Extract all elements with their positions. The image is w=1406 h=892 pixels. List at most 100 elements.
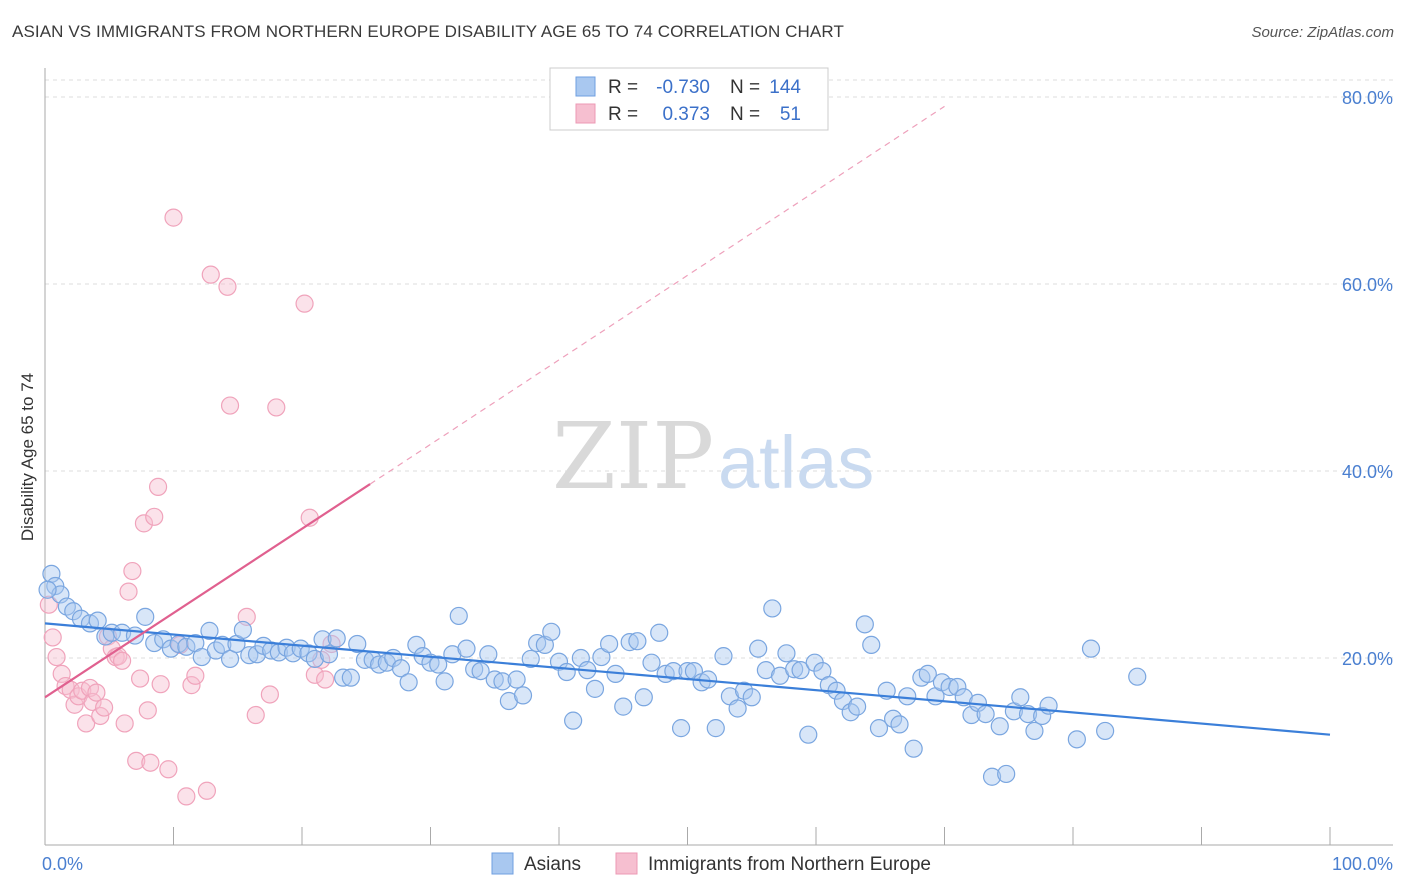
asians-point (918, 664, 937, 683)
immigrants-point (119, 582, 138, 601)
axes (44, 68, 1393, 846)
immigrants-point (220, 396, 240, 415)
asians-point (1081, 639, 1101, 658)
asians-point (634, 688, 653, 707)
asians-point (233, 620, 252, 640)
asians-point (542, 622, 561, 641)
asians-point (220, 649, 240, 669)
legend-n-value-1: 144 (769, 77, 801, 98)
asians-point (742, 688, 761, 707)
y-tick-label: 80.0% (1342, 88, 1393, 108)
asians-point (145, 633, 164, 653)
immigrants-point (218, 277, 237, 296)
asians-point (1011, 688, 1030, 707)
source-label: Source: ZipAtlas.com (1251, 24, 1394, 41)
x-tick-label: 0.0% (42, 854, 83, 874)
asians-point (890, 715, 909, 734)
asians-point (493, 672, 512, 691)
legend-n-value-2: 51 (780, 104, 801, 125)
tick-labels: 20.0% 40.0% 60.0% 80.0% 0.0% 100.0% (42, 88, 1393, 874)
bottom-legend-asians: Asians (524, 854, 581, 875)
immigrants-point (197, 781, 217, 800)
asians-point (904, 739, 923, 758)
asians-point (341, 668, 360, 687)
legend-r-label-1: R = (608, 77, 638, 98)
asians-point (777, 644, 796, 663)
immigrants-point (87, 683, 106, 702)
asians-point (1067, 730, 1086, 749)
asians-point (671, 719, 691, 738)
immigrants-point (267, 398, 286, 417)
asians-point (88, 611, 107, 630)
immigrants-point (83, 692, 102, 712)
asians-point (997, 764, 1016, 784)
asians-point (319, 645, 339, 664)
bottom-legend-swatch-immigrants (615, 852, 638, 875)
immigrants-point (170, 635, 190, 655)
asians-point (1025, 721, 1044, 741)
legend-r-value-1: -0.730 (656, 77, 710, 98)
asians-point (855, 615, 874, 634)
immigrants-point (138, 701, 157, 720)
watermark-atlas: atlas (718, 421, 874, 504)
legend-swatch-immigrants (575, 103, 596, 124)
asians-point (706, 719, 725, 738)
asians-point (64, 602, 83, 621)
asians-point (869, 719, 889, 738)
bottom-legend: Asians Immigrants from Northern Europe (491, 852, 931, 875)
asians-point (862, 635, 881, 655)
immigrants-point (39, 595, 58, 614)
asians-point (471, 661, 490, 681)
watermark: ZIP atlas (552, 403, 874, 510)
asians-point (38, 580, 57, 599)
asians-point (435, 672, 454, 691)
series-immigrants-points (39, 208, 341, 806)
immigrants-point (182, 676, 201, 695)
asians-point (990, 717, 1009, 736)
immigrants-point (148, 477, 168, 496)
immigrants-point (65, 695, 84, 714)
asians-point (898, 687, 917, 706)
asians-point (429, 655, 448, 674)
y-tick-label: 20.0% (1342, 649, 1393, 669)
immigrants-point (134, 514, 154, 533)
asians-point (791, 661, 810, 680)
asians-point (614, 697, 633, 716)
legend-n-label-1: N = (730, 77, 760, 98)
asians-trend-line (44, 622, 1331, 736)
asians-point (136, 607, 155, 626)
asians-point (449, 606, 468, 626)
legend-n-label-2: N = (730, 104, 760, 125)
asians-point (848, 697, 867, 716)
asians-point (799, 725, 818, 744)
immigrants-point (112, 651, 132, 670)
immigrants-point (159, 760, 178, 779)
watermark-zip: ZIP (552, 403, 714, 510)
legend-r-label-2: R = (608, 104, 638, 125)
gridlines (45, 79, 1393, 659)
immigrants-point (141, 753, 160, 772)
asians-point (348, 634, 367, 654)
bottom-legend-swatch-asians (491, 852, 514, 875)
y-axis-label: Disability Age 65 to 74 (18, 373, 37, 541)
asians-point (521, 649, 540, 669)
asians-point (334, 668, 353, 687)
immigrants-point (201, 265, 220, 284)
asians-point (948, 677, 967, 697)
x-tick-label: 100.0% (1332, 854, 1393, 874)
immigrants-point (43, 628, 62, 647)
immigrants-point (164, 208, 183, 227)
immigrants-point (295, 294, 314, 313)
asians-point (213, 635, 232, 655)
legend-box: R = -0.730 N = 144 R = 0.373 N = 51 (549, 67, 829, 131)
immigrants-point (246, 705, 265, 725)
immigrants-point (151, 675, 170, 694)
asians-point (407, 635, 426, 655)
immigrants-trend-line (44, 483, 371, 699)
series-asians-points (38, 564, 1147, 786)
immigrants-point (115, 714, 134, 733)
immigrants-point (260, 685, 279, 704)
asians-point (1096, 721, 1115, 741)
bottom-legend-immigrants: Immigrants from Northern Europe (648, 854, 931, 875)
